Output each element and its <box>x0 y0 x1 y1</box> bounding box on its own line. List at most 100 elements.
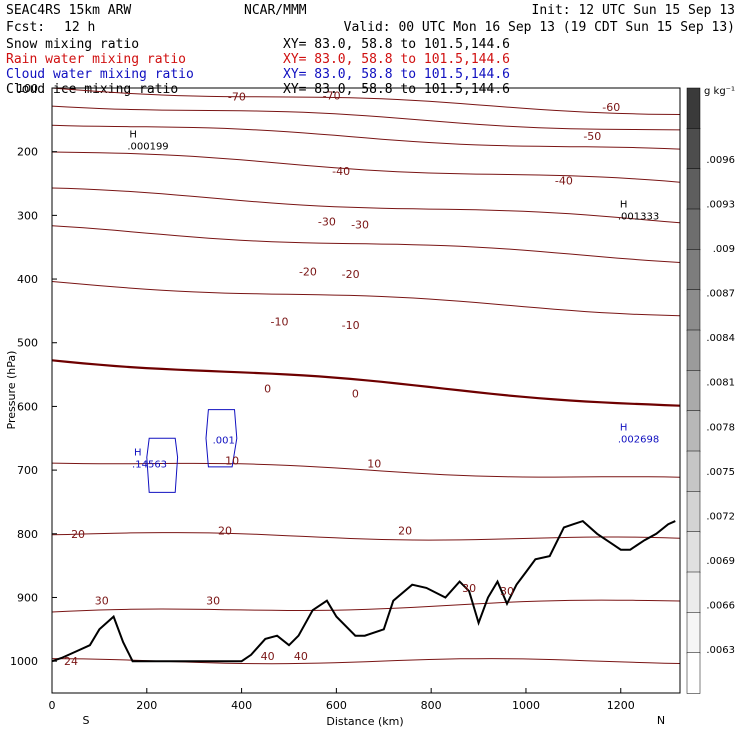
contour-label: 40 <box>261 650 275 663</box>
colorbar-label: .009 <box>713 244 735 255</box>
colorbar-label: .0096 <box>706 155 735 166</box>
colorbar-swatch <box>686 329 701 372</box>
isotherm--10 <box>51 281 681 317</box>
contour-label: -30 <box>351 218 369 231</box>
model-title: SEAC4RS 15km ARW <box>6 3 131 18</box>
high-marker: H <box>620 422 628 433</box>
isotherm-30 <box>51 599 681 613</box>
contour-label-text: -30 <box>318 216 336 229</box>
x-tick-label: 600 <box>326 699 347 712</box>
x-tick-label: 1200 <box>607 699 635 712</box>
plot-area: -70 -70 -60 -50 -40 -40 -30 -30 -20 -20 -10 -10 0 0 10… <box>51 87 681 668</box>
colorbar-unit: g kg⁻¹ <box>704 86 735 97</box>
colorbar-label: .0075 <box>706 467 735 478</box>
colorbar-label: .0063 <box>706 645 735 656</box>
legend-cloud-water-label: Cloud water mixing ratio <box>6 67 194 82</box>
y-tick-label: 500 <box>17 337 38 350</box>
colorbar-label: .0066 <box>706 600 735 611</box>
terrain-line <box>51 519 676 663</box>
y-tick-label: 1000 <box>10 655 38 668</box>
contour-label: 0 <box>264 383 271 396</box>
legend: Snow mixing ratio XY= 83.0, 58.8 to 101.… <box>6 37 510 97</box>
y-tick-label: 200 <box>17 146 38 159</box>
colorbar-swatch <box>686 652 701 694</box>
contour-label: -10 <box>271 316 289 329</box>
fcst-value: 12 h <box>64 20 95 35</box>
legend-rain-label: Rain water mixing ratio <box>6 52 186 67</box>
contour-label: -60 <box>602 101 620 114</box>
isotherm--60 <box>51 105 681 131</box>
contour-label-text: -20 <box>299 265 317 278</box>
contour-label-text: 0 <box>264 383 271 396</box>
colorbar-swatch <box>686 249 701 291</box>
colorbar-label: .0072 <box>706 511 735 522</box>
contour-label-text: -50 <box>583 130 601 143</box>
isotherm--70 <box>51 87 681 115</box>
isotherm--40 <box>51 151 681 183</box>
contour-label: 0 <box>352 388 359 401</box>
colorbar-label: .0078 <box>706 422 735 433</box>
colorbar-swatch <box>686 289 701 331</box>
colorbar-label: .0081 <box>706 378 735 389</box>
high-marker: H <box>129 129 137 140</box>
north-label: N <box>657 714 665 727</box>
contour-label: -50 <box>583 130 601 143</box>
contour-label-text: 10 <box>225 455 239 468</box>
y-tick-label-top: 100 <box>17 82 38 95</box>
colorbar-swatch <box>686 450 701 493</box>
contour-label-text: 20 <box>218 525 232 538</box>
colorbar-label: .0087 <box>706 289 735 300</box>
y-tick-label: 600 <box>17 400 38 413</box>
legend-snow-xy: XY= 83.0, 58.8 to 101.5,144.6 <box>283 37 510 52</box>
x-tick-label: 0 <box>49 699 56 712</box>
isotherm--30 <box>51 187 681 224</box>
contour-label: 10 <box>367 458 381 471</box>
isotherm-10 <box>51 462 681 478</box>
contour-label: 10 <box>225 455 239 468</box>
isotherm--50 <box>51 124 681 150</box>
colorbar-swatch <box>686 612 701 654</box>
colorbar-swatch <box>686 410 701 452</box>
cloud-water-contour <box>146 437 179 493</box>
contour-label: 20 <box>71 528 85 541</box>
contour-label: -20 <box>342 268 360 281</box>
contour-label: 30 <box>206 595 220 608</box>
colorbar-swatch <box>686 571 701 614</box>
contour-label-text: -60 <box>602 101 620 114</box>
contour-label-text: 30 <box>95 595 109 608</box>
x-tick-label: 200 <box>136 699 157 712</box>
x-tick-label: 1000 <box>512 699 540 712</box>
contour-label: 20 <box>218 525 232 538</box>
colorbar-swatch <box>686 87 701 130</box>
legend-snow-label: Snow mixing ratio <box>6 37 139 52</box>
extreme-value: .001 <box>213 436 235 447</box>
y-tick-label: 700 <box>17 464 38 477</box>
contour-label: -20 <box>299 265 317 278</box>
colorbar-swatch <box>686 531 701 573</box>
contour-label: -10 <box>342 319 360 332</box>
contour-label: 30 <box>95 595 109 608</box>
colorbar: .0096 .0093 .009 .0087 .0084 .0081 .0078 .0075.… <box>686 87 735 694</box>
y-axis-label: Pressure (hPa) <box>5 351 18 430</box>
extreme-value: .14563 <box>132 460 167 471</box>
legend-cloud-ice-xy: XY= 83.0, 58.8 to 101.5,144.6 <box>283 82 510 97</box>
contour-label: 24 <box>64 655 78 668</box>
contour-label: -40 <box>555 174 573 187</box>
colorbar-swatch <box>686 491 701 533</box>
contour-label-text: 24 <box>64 655 78 668</box>
contour-label-text: 20 <box>398 525 412 538</box>
contour-label-text: -10 <box>271 316 289 329</box>
contour-label-text: 10 <box>367 458 381 471</box>
contour-label-text: 40 <box>261 650 275 663</box>
y-tick-label: 300 <box>17 209 38 222</box>
colorbar-label: .0084 <box>706 333 735 344</box>
center-title: NCAR/MMM <box>244 3 307 18</box>
contour-label-text: -70 <box>228 90 246 103</box>
extreme-value: .002698 <box>618 434 659 445</box>
contour-label-text: 30 <box>206 595 220 608</box>
contour-label-text: -30 <box>351 218 369 231</box>
colorbar-swatch <box>686 128 701 170</box>
x-tick-label: 400 <box>231 699 252 712</box>
contour-label-text: 40 <box>294 650 308 663</box>
